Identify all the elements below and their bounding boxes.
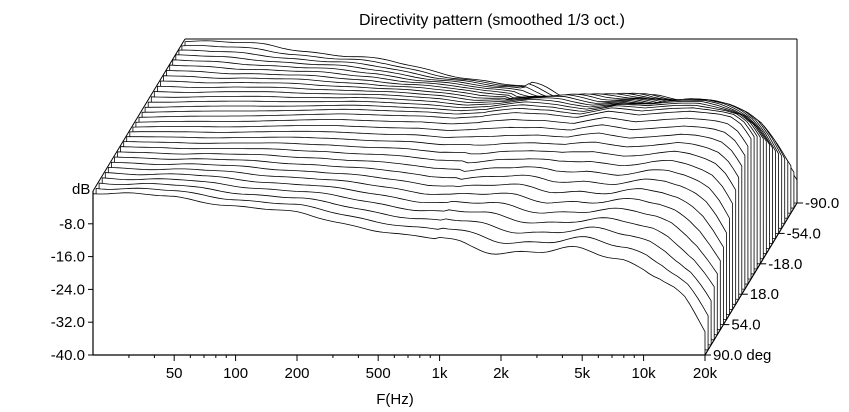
y-tick-label--8.0: -8.0 bbox=[59, 216, 85, 233]
depth-axis-line bbox=[704, 202, 798, 356]
angle-tick-label--18.0: -18.0 bbox=[768, 256, 802, 273]
chart-title: Directivity pattern (smoothed 1/3 oct.) bbox=[359, 12, 625, 29]
angle-tick-label--54.0: -54.0 bbox=[787, 225, 821, 242]
x-tick-label-500: 500 bbox=[366, 365, 391, 382]
angle-tick-label-90.0: 90.0 deg bbox=[713, 347, 771, 364]
x-tick-label-20k: 20k bbox=[693, 365, 718, 382]
plot-area: 50 100 200 500 1k 2k 5k 10k 20k -8.0 -16.0 -24.0 -32… bbox=[51, 38, 839, 382]
x-axis-label: F(Hz) bbox=[376, 391, 414, 408]
x-tick-label-1k: 1k bbox=[432, 365, 448, 382]
x-tick-label-200: 200 bbox=[284, 365, 309, 382]
x-tick-label-5k: 5k bbox=[574, 365, 590, 382]
x-tick-label-100: 100 bbox=[223, 365, 248, 382]
angle-tick-label-54.0: 54.0 bbox=[731, 317, 760, 334]
y-tick-label--40.0: -40.0 bbox=[51, 347, 85, 364]
x-tick-label-2k: 2k bbox=[493, 365, 509, 382]
x-tick-label-10k: 10k bbox=[631, 365, 656, 382]
y-axis-label: dB bbox=[72, 181, 90, 198]
y-tick-label--16.0: -16.0 bbox=[51, 249, 85, 266]
x-tick-label-50: 50 bbox=[166, 365, 183, 382]
angle-tick-label-18.0: 18.0 bbox=[750, 286, 779, 303]
y-tick-label--32.0: -32.0 bbox=[51, 314, 85, 331]
trace-90-deg bbox=[92, 192, 706, 356]
depth-left-edge bbox=[92, 38, 186, 192]
y-tick-label--24.0: -24.0 bbox=[51, 281, 85, 298]
angle-tick-label--90.0: -90.0 bbox=[805, 195, 839, 212]
